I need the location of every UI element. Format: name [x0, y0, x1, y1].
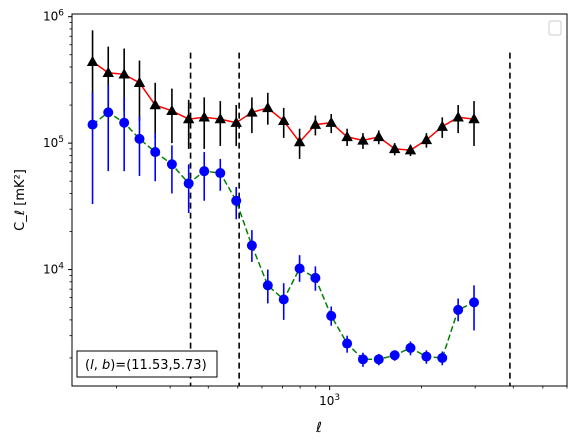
data-point-circle: [183, 178, 194, 189]
data-point-circle: [294, 263, 305, 274]
data-point-triangle: [420, 133, 433, 145]
axes-frame: [71, 13, 568, 387]
data-point-triangle: [182, 113, 195, 124]
data-point-triangle: [436, 120, 448, 131]
data-point-triangle: [262, 101, 274, 113]
data-point-triangle: [166, 104, 178, 116]
data-point-triangle: [341, 130, 353, 142]
data-point-circle: [231, 195, 242, 206]
data-point-circle: [357, 354, 368, 365]
data-point-triangle: [149, 99, 161, 110]
data-point-circle: [453, 304, 464, 315]
data-point-circle: [246, 240, 257, 251]
data-point-circle: [437, 352, 448, 363]
data-point-triangle: [452, 111, 464, 122]
data-point-triangle: [118, 68, 130, 79]
data-point-circle: [150, 147, 161, 158]
y-axis-label: C_ℓ [mK²]: [13, 169, 28, 231]
data-point-triangle: [246, 106, 258, 117]
data-point-triangle: [102, 66, 114, 77]
data-point-triangle: [133, 76, 146, 87]
x-axis-label: ℓ: [315, 420, 322, 436]
data-point-circle: [199, 166, 210, 177]
data-point-circle: [421, 351, 432, 362]
y-tick-label: 104: [43, 262, 64, 277]
data-point-circle: [119, 117, 130, 128]
data-point-triangle: [404, 144, 417, 155]
data-point-circle: [215, 168, 226, 179]
data-point-circle: [166, 159, 177, 170]
data-point-triangle: [278, 114, 290, 126]
data-point-circle: [389, 350, 400, 361]
data-point-circle: [373, 354, 384, 365]
data-point-circle: [405, 342, 416, 353]
series-1-line: [92, 111, 475, 361]
data-point-triangle: [325, 116, 337, 127]
data-point-triangle: [373, 130, 385, 142]
data-point-triangle: [388, 142, 401, 154]
data-point-circle: [262, 280, 273, 291]
data-point-circle: [134, 133, 145, 144]
y-tick-label: 105: [43, 135, 64, 150]
data-point-triangle: [230, 116, 242, 127]
legend-box: [548, 20, 562, 36]
data-point-circle: [310, 272, 321, 283]
data-point-circle: [103, 107, 114, 118]
data-point-triangle: [309, 118, 322, 129]
annotation-text: (l, b)=(11.53,5.73): [85, 358, 207, 373]
data-point-circle: [326, 310, 337, 321]
annotation-box: (l, b)=(11.53,5.73): [76, 350, 218, 378]
data-point-triangle: [86, 55, 99, 66]
data-point-triangle: [357, 134, 369, 145]
data-point-triangle: [293, 136, 306, 147]
data-point-circle: [469, 297, 480, 308]
data-point-triangle: [468, 113, 480, 124]
x-tick-label: 103: [319, 393, 340, 408]
y-tick-label: 106: [43, 9, 64, 24]
axis-ticks: 103 104 105 106: [43, 9, 568, 408]
plot-content: [86, 30, 511, 386]
data-point-triangle: [214, 113, 226, 124]
data-point-triangle: [198, 111, 210, 122]
data-point-circle: [342, 338, 353, 349]
data-point-circle: [278, 294, 289, 305]
data-point-circle: [87, 119, 98, 130]
